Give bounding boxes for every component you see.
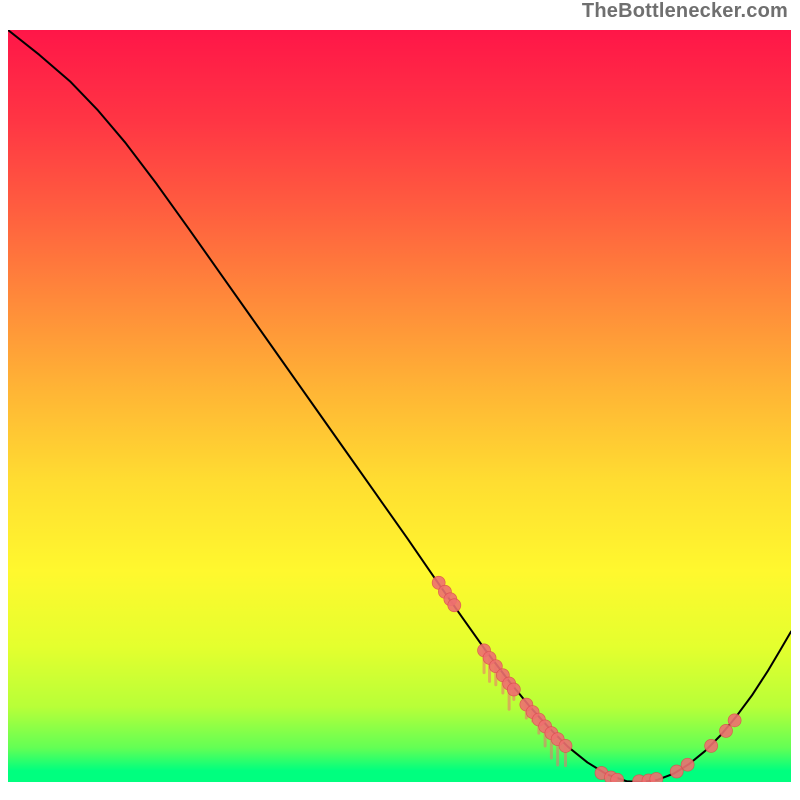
- scatter-dot: [448, 599, 461, 612]
- scatter-dot: [705, 739, 718, 752]
- scatter-dot: [681, 758, 694, 771]
- scatter-dot: [507, 683, 520, 696]
- watermark-text: TheBottlenecker.com: [582, 0, 788, 23]
- chart-root: TheBottlenecker.com: [0, 0, 800, 800]
- scatter-dot: [650, 772, 663, 782]
- scatter-dot: [559, 739, 572, 752]
- scatter-dot: [720, 724, 733, 737]
- plot-svg: [8, 30, 791, 782]
- plot-area: [8, 30, 791, 782]
- scatter-dot: [728, 714, 741, 727]
